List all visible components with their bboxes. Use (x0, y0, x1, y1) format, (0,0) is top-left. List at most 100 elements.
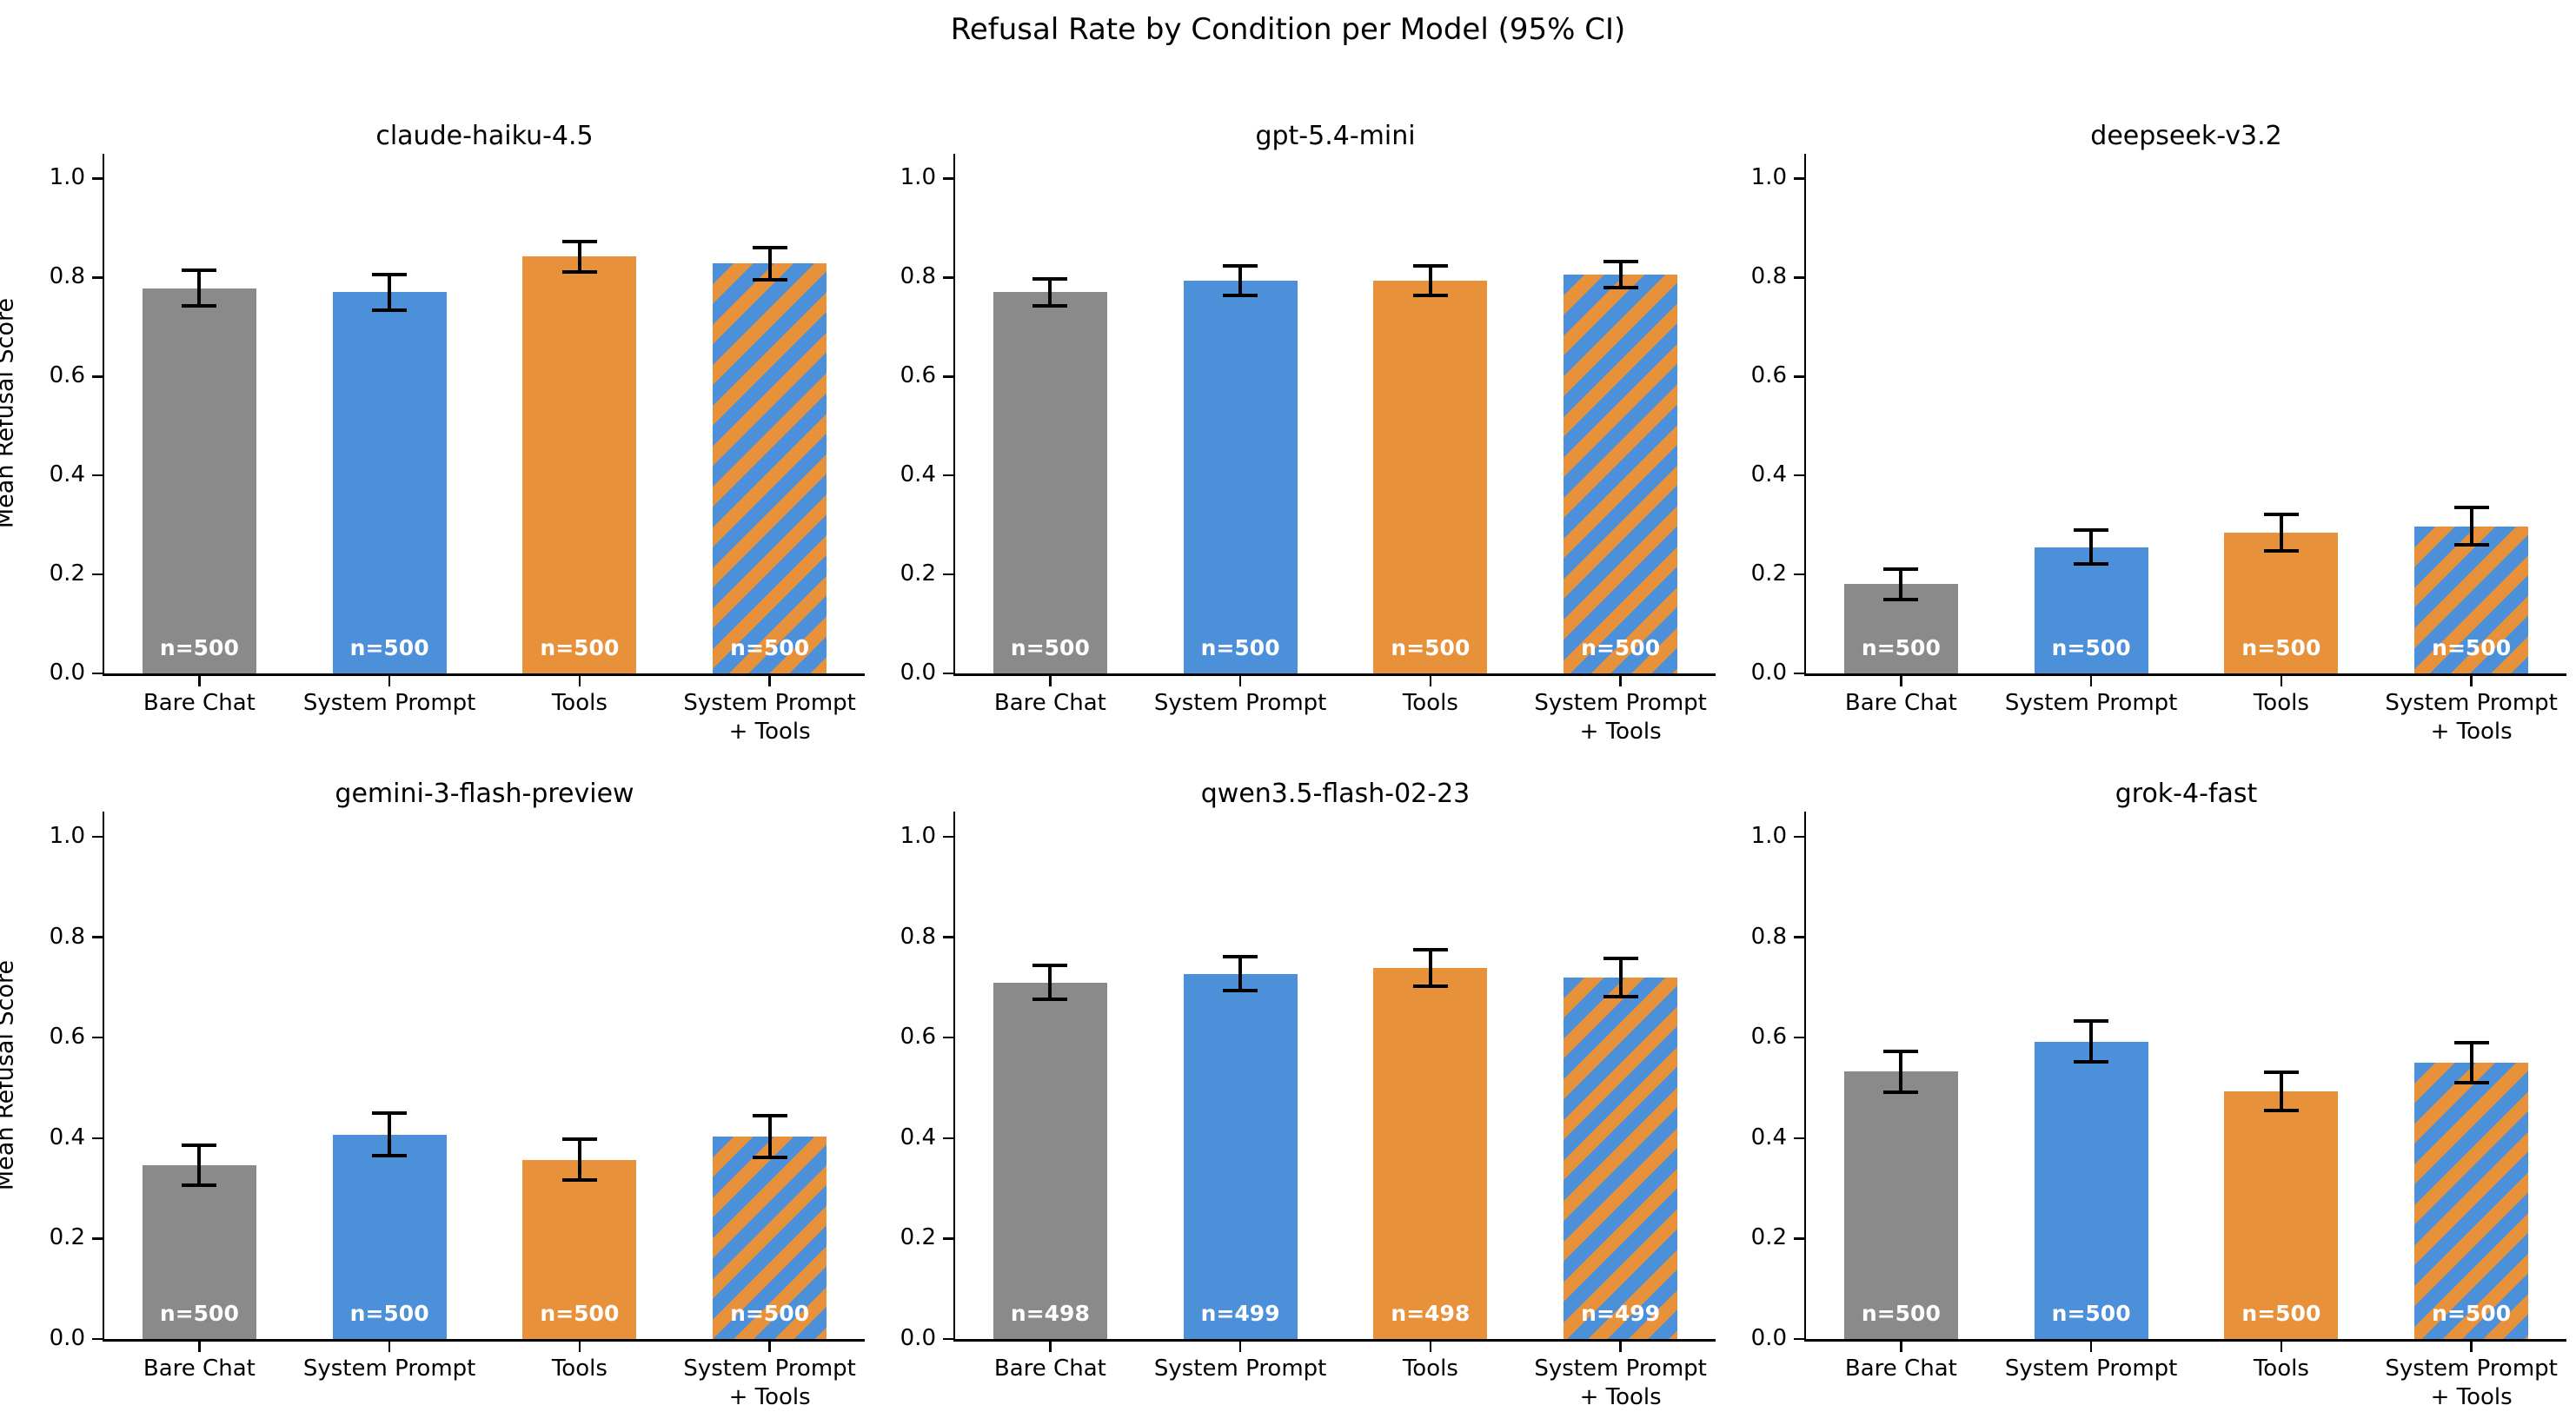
x-tick-label: Bare Chat (1844, 1356, 1957, 1382)
sample-size-label: n=500 (349, 635, 429, 660)
error-bar-cap-bottom (2074, 1060, 2109, 1064)
error-bar-cap-bottom (1223, 989, 1258, 993)
y-axis-spine (1803, 812, 1806, 1342)
y-tick-mark (1793, 1137, 1804, 1139)
x-tick-label: + Tools (2430, 719, 2513, 745)
y-tick-mark (942, 474, 953, 477)
y-tick-mark (942, 573, 953, 576)
error-bar-cap-top (752, 1113, 787, 1117)
y-tick-mark (942, 1036, 953, 1039)
subplot-title: grok-4-fast (2115, 779, 2258, 809)
y-tick-mark (91, 276, 103, 279)
y-axis-spine (102, 154, 104, 676)
error-bar-cap-bottom (561, 1177, 597, 1182)
y-tick-label: 0.2 (49, 1224, 85, 1251)
error-bar-cap-top (182, 1143, 217, 1147)
y-axis-spine (102, 812, 104, 1342)
x-tick-label: System Prompt (1534, 1356, 1707, 1382)
sample-size-label: n=500 (159, 1301, 239, 1326)
sample-size-label: n=500 (540, 1301, 620, 1326)
error-bar-line (1238, 957, 1243, 991)
x-tick-label: System Prompt (302, 690, 476, 716)
y-tick-label: 0.0 (1750, 660, 1787, 686)
sample-size-label: n=500 (2241, 635, 2321, 660)
y-axis-spine (1803, 154, 1806, 676)
y-tick-label: 0.2 (1750, 1224, 1787, 1251)
error-bar-cap-top (2074, 1019, 2109, 1024)
error-bar-cap-top (182, 268, 217, 273)
error-bar-line (1048, 965, 1052, 999)
bar-tools (522, 1159, 637, 1339)
error-bar-line (388, 1113, 392, 1156)
y-tick-mark (942, 276, 953, 279)
y-tick-mark (942, 1337, 953, 1341)
sample-size-label: n=500 (1581, 635, 1661, 660)
x-tick-mark (1049, 675, 1052, 686)
x-tick-label: System Prompt (1534, 690, 1707, 716)
y-tick-label: 0.2 (900, 1224, 936, 1251)
y-tick-mark (91, 672, 103, 675)
y-tick-label: 0.0 (49, 1325, 85, 1351)
y-axis-label: Mean Refusal Score (0, 297, 19, 529)
error-bar-cap-bottom (1032, 997, 1068, 1001)
bar-tools (522, 256, 637, 673)
y-tick-mark (942, 1237, 953, 1240)
x-tick-label: + Tools (2430, 1384, 2513, 1410)
y-tick-label: 0.2 (49, 560, 85, 587)
error-bar-line (1618, 262, 1623, 288)
y-tick-mark (91, 177, 103, 180)
error-bar-cap-top (1412, 947, 1448, 951)
error-bar-cap-bottom (2074, 562, 2109, 567)
y-tick-label: 0.6 (49, 1024, 85, 1051)
error-bar-cap-bottom (2263, 549, 2299, 554)
y-tick-mark (942, 835, 953, 839)
error-bar-cap-bottom (1603, 285, 1638, 289)
error-bar-line (2279, 514, 2283, 552)
error-bar-line (767, 247, 772, 281)
y-axis-spine (953, 154, 955, 676)
y-tick-mark (1793, 672, 1804, 675)
y-tick-mark (1793, 573, 1804, 576)
x-tick-mark (1619, 675, 1622, 686)
x-tick-mark (1429, 675, 1432, 686)
y-tick-label: 1.0 (1750, 164, 1787, 191)
y-tick-mark (91, 1337, 103, 1341)
error-bar-line (2469, 507, 2473, 546)
sample-size-label: n=500 (159, 635, 239, 660)
bar-system_prompt (1183, 973, 1298, 1339)
error-bar-cap-top (1412, 264, 1448, 268)
x-tick-mark (1900, 1341, 1902, 1352)
x-tick-label: Bare Chat (993, 690, 1106, 716)
y-tick-label: 0.6 (1750, 1024, 1787, 1051)
sample-size-label: n=500 (1861, 635, 1941, 660)
x-tick-label: Tools (551, 690, 607, 716)
y-tick-label: 0.4 (49, 1124, 85, 1150)
bar-bare_chat (1843, 1071, 1958, 1339)
x-axis-spine (102, 673, 865, 676)
error-bar-cap-bottom (182, 304, 217, 308)
bar-system_prompt_tools (1564, 274, 1678, 673)
error-bar-cap-top (1883, 1050, 1919, 1054)
x-tick-label: + Tools (1579, 719, 1662, 745)
sample-size-label: n=500 (349, 1301, 429, 1326)
y-tick-label: 0.4 (1750, 461, 1787, 488)
error-bar-line (1238, 266, 1243, 296)
error-bar-cap-top (1032, 964, 1068, 968)
y-tick-label: 0.8 (1750, 263, 1787, 290)
x-tick-label: System Prompt (683, 690, 856, 716)
x-tick-mark (388, 1341, 391, 1352)
y-tick-mark (942, 177, 953, 180)
x-tick-mark (768, 1341, 771, 1352)
x-axis-spine (1803, 673, 2566, 676)
y-tick-label: 0.0 (900, 660, 936, 686)
x-tick-mark (578, 1341, 581, 1352)
error-bar-cap-bottom (1032, 303, 1068, 308)
bar-tools (2224, 533, 2339, 673)
y-tick-label: 0.0 (49, 660, 85, 686)
x-tick-mark (2280, 675, 2283, 686)
bar-system_prompt_tools (1564, 978, 1678, 1339)
bar-system_prompt_tools (2414, 1063, 2529, 1339)
error-bar-cap-bottom (561, 270, 597, 275)
error-bar-cap-bottom (1223, 294, 1258, 298)
